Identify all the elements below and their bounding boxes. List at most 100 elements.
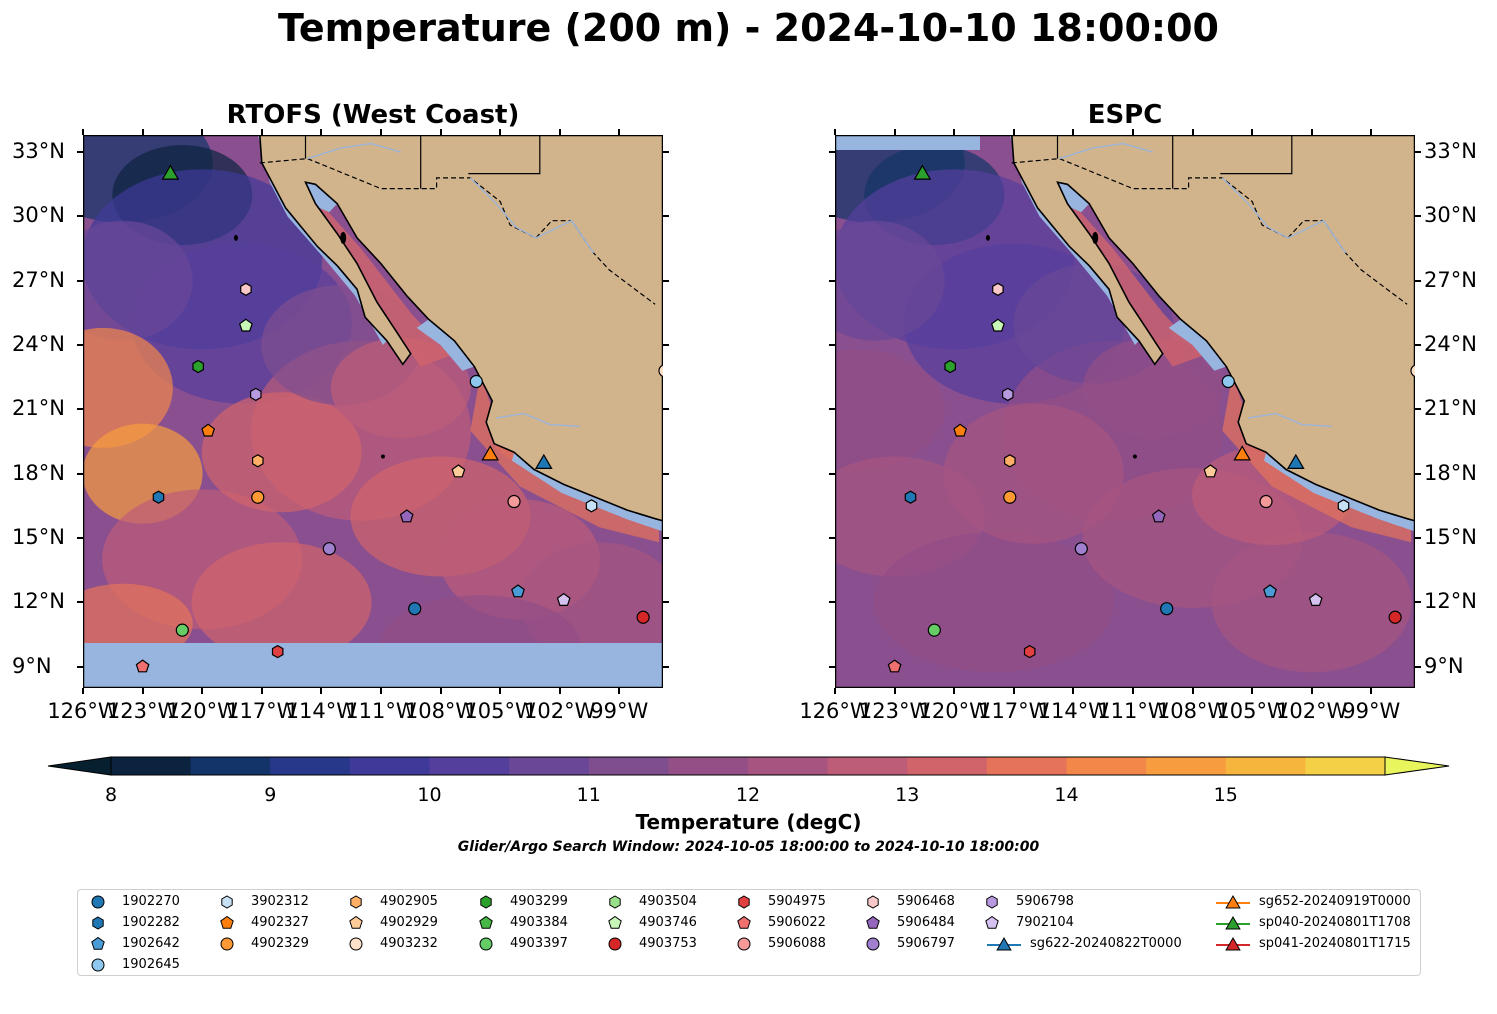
legend-label: 4902929	[380, 915, 438, 930]
hexagon-marker-icon	[350, 895, 362, 909]
legend-label: 4902905	[380, 894, 438, 909]
platform-1902270[interactable]	[1160, 602, 1174, 616]
tick-mark	[663, 665, 669, 668]
platform-5906798[interactable]	[250, 387, 262, 402]
tick-mark	[663, 279, 669, 282]
lon-label-left: 117°W	[226, 699, 298, 723]
tick-mark	[1251, 129, 1254, 135]
legend-label: 4903232	[380, 936, 438, 951]
platform-sg652-20240919T0000[interactable]	[1233, 445, 1252, 461]
circle-marker-icon	[608, 937, 622, 951]
legend-label: sg652-20240919T0000	[1259, 894, 1411, 909]
platform-4903299[interactable]	[944, 359, 957, 374]
lat-label-right: 15°N	[1424, 524, 1477, 549]
platform-sp040-20240801T1708[interactable]	[913, 164, 932, 180]
hexagon-marker-icon	[867, 895, 879, 909]
panel-title-espc: ESPC	[1087, 100, 1163, 130]
legend-label: sg622-20240822T0000	[1030, 936, 1182, 951]
platform-3902312[interactable]	[585, 499, 598, 513]
platform-1902642[interactable]	[511, 584, 525, 598]
tick-mark	[77, 344, 83, 347]
platform-5906484[interactable]	[399, 509, 414, 523]
tick-mark	[141, 129, 144, 135]
platform-5906088[interactable]	[507, 494, 521, 509]
panel-title-rtofs: RTOFS (West Coast)	[226, 100, 520, 130]
colorbar-tick-label: 10	[417, 784, 442, 806]
colorbar	[47, 756, 1450, 776]
platform-4903232[interactable]	[658, 364, 663, 378]
tick-mark	[829, 408, 835, 411]
platform-5906468[interactable]	[240, 282, 252, 296]
tick-mark	[1131, 129, 1134, 135]
tick-mark	[558, 688, 561, 694]
platform-5906022[interactable]	[887, 659, 902, 673]
lon-label-right: 108°W	[1156, 699, 1229, 723]
platform-4903753[interactable]	[1388, 610, 1402, 624]
map-panel-espc[interactable]	[835, 135, 1415, 688]
lat-label-right: 21°N	[1424, 396, 1477, 421]
tick-mark	[1415, 344, 1421, 347]
platform-1902282[interactable]	[152, 490, 165, 504]
platform-4903397[interactable]	[927, 623, 941, 637]
platform-4902329[interactable]	[251, 490, 265, 504]
tick-mark	[82, 688, 84, 694]
platform-5906468[interactable]	[992, 282, 1004, 296]
tick-mark	[201, 688, 204, 694]
platform-4902327[interactable]	[953, 423, 968, 437]
platform-1902642[interactable]	[1263, 584, 1277, 598]
platform-7902104[interactable]	[1308, 592, 1323, 606]
tick-mark	[1370, 688, 1373, 694]
pentagon-marker-icon	[866, 915, 880, 929]
platform-4902929[interactable]	[1203, 464, 1218, 478]
platform-4902905[interactable]	[252, 454, 264, 468]
tick-mark	[77, 279, 83, 282]
platform-4903746[interactable]	[238, 318, 253, 332]
lon-label-left: 114°W	[285, 699, 358, 723]
platform-1902645[interactable]	[469, 374, 483, 389]
platform-4902929[interactable]	[451, 464, 466, 478]
legend-label: sp040-20240801T1708	[1259, 915, 1411, 930]
tick-mark	[77, 536, 83, 539]
legend-label: 4903299	[510, 894, 568, 909]
platform-sg652-20240919T0000[interactable]	[481, 445, 500, 461]
platform-5906484[interactable]	[1151, 509, 1166, 523]
platform-3902312[interactable]	[1337, 499, 1350, 513]
platform-1902270[interactable]	[408, 602, 422, 616]
tick-mark	[1415, 472, 1421, 475]
tick-mark	[663, 344, 669, 347]
platform-4903753[interactable]	[636, 610, 650, 624]
lat-label-left: 21°N	[12, 396, 65, 421]
platform-4903299[interactable]	[192, 359, 205, 374]
platform-4903232[interactable]	[1410, 364, 1415, 378]
lat-label-left: 18°N	[12, 460, 65, 485]
platform-5904975[interactable]	[1023, 644, 1036, 659]
platform-5906798[interactable]	[1002, 387, 1014, 402]
platform-7902104[interactable]	[556, 592, 571, 606]
platform-sg622-20240822T0000[interactable]	[1286, 453, 1305, 469]
platform-sg622-20240822T0000[interactable]	[534, 453, 553, 469]
platform-1902282[interactable]	[904, 490, 917, 504]
platform-1902645[interactable]	[1221, 374, 1235, 389]
platform-5906797[interactable]	[322, 542, 336, 556]
platform-4903397[interactable]	[175, 623, 189, 637]
legend-label: 3902312	[251, 894, 309, 909]
platform-sp040-20240801T1708[interactable]	[161, 164, 180, 180]
map-panel-rtofs[interactable]	[83, 135, 663, 688]
tick-mark	[1012, 129, 1015, 135]
lon-label-left: 123°W	[106, 699, 179, 723]
colorbar-tick-label: 12	[735, 784, 761, 806]
tick-mark	[829, 601, 835, 604]
tick-mark	[829, 665, 835, 668]
platform-4902329[interactable]	[1003, 490, 1017, 504]
platform-5904975[interactable]	[271, 644, 284, 659]
platform-4903746[interactable]	[990, 318, 1005, 332]
legend-label: 5906022	[768, 915, 826, 930]
platform-5906088[interactable]	[1259, 494, 1273, 509]
tick-mark	[1191, 688, 1194, 694]
platform-5906022[interactable]	[135, 659, 150, 673]
platform-5906797[interactable]	[1074, 542, 1088, 556]
platform-4902905[interactable]	[1004, 454, 1016, 468]
lon-label-right: 111°W	[1097, 699, 1169, 723]
tick-mark	[1415, 408, 1421, 411]
platform-4902327[interactable]	[201, 423, 216, 437]
